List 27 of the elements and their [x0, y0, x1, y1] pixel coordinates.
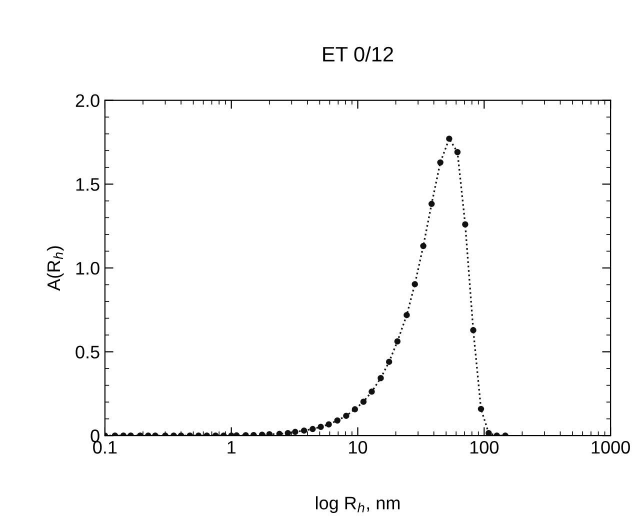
x-tick-label: 100 — [470, 440, 499, 454]
point — [386, 358, 392, 365]
x-tick-label: 1 — [228, 441, 236, 454]
point — [394, 338, 401, 345]
point — [428, 200, 435, 208]
point — [437, 159, 444, 166]
x-axis-title: log R$_{h}$, nm — [316, 496, 400, 514]
y-tick-label: 0 — [90, 430, 100, 442]
y-tick-label: 1.0 — [76, 262, 100, 275]
point — [420, 242, 426, 250]
point — [462, 221, 468, 228]
point — [478, 406, 484, 412]
y-axis-title: A(R$_{h}$) — [46, 246, 64, 291]
y-tick-label: 0.5 — [76, 346, 100, 358]
point — [360, 398, 367, 405]
point — [352, 406, 358, 412]
point — [378, 374, 384, 382]
y-tick-label: 2.0 — [76, 94, 100, 108]
x-tick-label: 1000 — [592, 440, 630, 454]
y-tick-label: 1.5 — [76, 178, 100, 191]
x-tick-label: 0.1 — [93, 440, 117, 454]
point — [368, 388, 375, 395]
point — [470, 327, 476, 334]
x-tick-label: 10 — [349, 440, 368, 454]
chart-title: ET 0/12 — [323, 46, 394, 62]
point — [412, 281, 418, 288]
point — [404, 312, 410, 318]
